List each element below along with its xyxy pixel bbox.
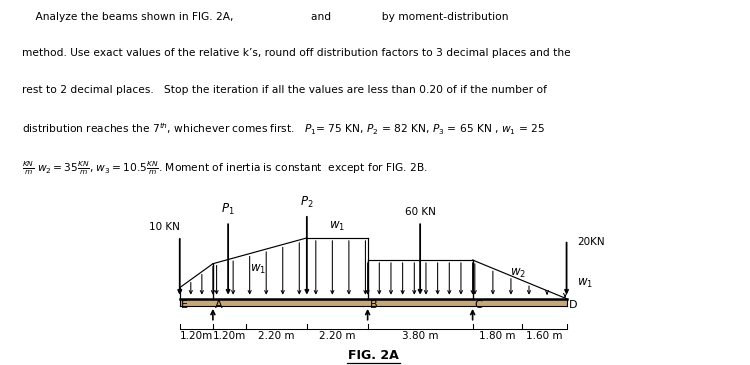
Text: 2.20 m: 2.20 m <box>258 331 295 341</box>
Text: $w_1$: $w_1$ <box>577 277 593 290</box>
Text: $P_1$: $P_1$ <box>221 202 235 217</box>
Text: rest to 2 decimal places.   Stop the iteration if all the values are less than 0: rest to 2 decimal places. Stop the itera… <box>22 85 547 95</box>
Text: $w_1$: $w_1$ <box>329 220 345 233</box>
Text: 10 KN: 10 KN <box>148 222 180 232</box>
Text: 3.80 m: 3.80 m <box>402 331 439 341</box>
Text: $w_1$: $w_1$ <box>250 263 266 276</box>
Text: 1.60 m: 1.60 m <box>526 331 562 341</box>
Text: B: B <box>370 300 377 310</box>
Text: distribution reaches the 7$^{th}$, whichever comes first.   $P_1$= 75 KN, $P_2$ : distribution reaches the 7$^{th}$, which… <box>22 122 545 137</box>
Text: $P_2$: $P_2$ <box>300 195 313 210</box>
Text: E: E <box>181 300 188 310</box>
Text: 1.20m: 1.20m <box>213 331 246 341</box>
Text: 20KN: 20KN <box>577 237 604 247</box>
Text: A: A <box>214 300 223 310</box>
Bar <box>180 299 566 306</box>
Text: 1.20m: 1.20m <box>180 331 213 341</box>
Text: Analyze the beams shown in FIG. 2A,                       and               by m: Analyze the beams shown in FIG. 2A, and … <box>22 12 508 22</box>
Text: $\frac{KN}{m}$ $w_2 = 35\frac{KN}{m}$, $w_3 = 10.5\frac{KN}{m}$. Moment of inert: $\frac{KN}{m}$ $w_2 = 35\frac{KN}{m}$, $… <box>22 160 428 177</box>
Text: $w_2$: $w_2$ <box>510 267 526 280</box>
Text: method. Use exact values of the relative k’s, round off distribution factors to : method. Use exact values of the relative… <box>22 49 571 58</box>
Text: D: D <box>568 300 577 310</box>
Text: 1.80 m: 1.80 m <box>479 331 516 341</box>
Text: FIG. 2A: FIG. 2A <box>348 349 398 362</box>
Text: 60 KN: 60 KN <box>405 207 436 217</box>
Text: C: C <box>475 300 482 310</box>
Text: 2.20 m: 2.20 m <box>319 331 356 341</box>
